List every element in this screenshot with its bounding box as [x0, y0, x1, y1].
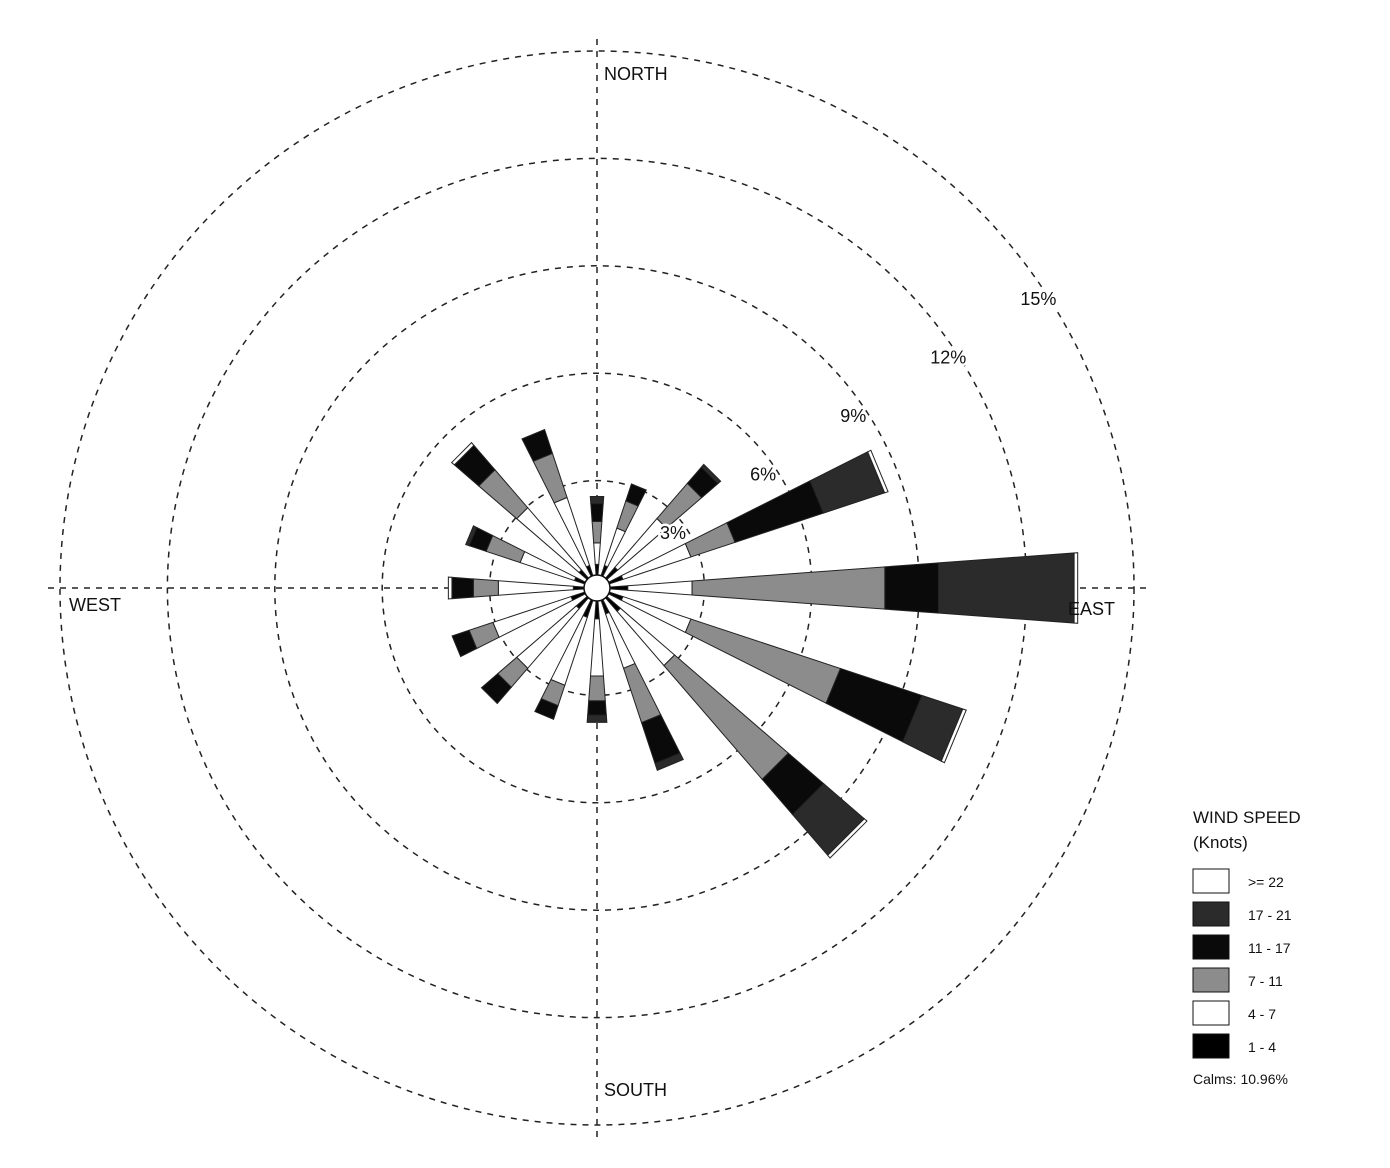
petal-wnw-bin-4: [465, 525, 478, 547]
legend-label-4-7: 4 - 7: [1248, 1006, 1276, 1022]
ring-label-6: 6%: [750, 464, 776, 484]
petal-s-bin-0: [594, 600, 600, 620]
petal-nnw-bin-2: [532, 452, 568, 504]
legend-subtitle: (Knots): [1193, 833, 1248, 852]
petal-nw-bin-5: [450, 441, 475, 466]
legend-swatch-11-17: [1192, 934, 1230, 960]
petal-n-bin-3: [590, 503, 604, 522]
petal-ssw-bin-3: [534, 698, 559, 720]
petal-n-bin-4: [589, 495, 605, 505]
calms-label: Calms: 10.96%: [1193, 1071, 1288, 1087]
petal-wnw-bin-0: [573, 576, 587, 585]
legend-swatch-17-21: [1192, 901, 1230, 927]
petal-ene-bin-3: [726, 480, 825, 543]
petal-e-bin-0: [609, 585, 629, 591]
legend-label-11-17: 11 - 17: [1248, 940, 1291, 956]
legend-swatch-7-11: [1192, 967, 1230, 993]
petal-e-bin-3: [884, 562, 939, 614]
legend-swatch-4-7: [1192, 1000, 1230, 1026]
petal-w-bin-0: [572, 585, 585, 591]
petal-n-bin-0: [594, 563, 600, 576]
petal-ne-bin-0: [604, 566, 619, 581]
petal-s-bin-3: [587, 700, 607, 716]
wind-rose-petals: [447, 428, 1079, 859]
petal-nnw-bin-1: [553, 496, 591, 568]
petal-w-bin-2: [472, 578, 499, 598]
petal-ese-bin-5: [940, 708, 967, 764]
petal-nne-bin-0: [600, 564, 609, 578]
legend-title: WIND SPEED: [1193, 808, 1301, 827]
petal-sw-bin-0: [575, 595, 590, 610]
petal-ene-bin-0: [607, 575, 624, 585]
petal-sse-bin-2: [622, 662, 662, 724]
petal-sse-bin-0: [600, 598, 610, 615]
petal-ese-bin-0: [607, 591, 624, 601]
legend: WIND SPEED (Knots) >= 22 17 - 21 11 - 17…: [1192, 808, 1301, 1087]
legend-label-7-11: 7 - 11: [1248, 973, 1283, 989]
petal-wsw-bin-1: [492, 595, 574, 638]
petal-wnw-bin-2: [485, 534, 526, 564]
petal-nnw-bin-3: [521, 428, 554, 462]
east-label: EAST: [1068, 599, 1115, 619]
petal-w-bin-5: [447, 576, 453, 600]
petal-s-bin-4: [586, 714, 608, 723]
petal-w-bin-3: [451, 576, 474, 600]
petal-nnw-bin-0: [585, 564, 594, 578]
ring-label-9: 9%: [840, 406, 866, 426]
legend-label-17-21: 17 - 21: [1248, 907, 1292, 923]
petal-e-bin-2: [691, 566, 886, 610]
north-label: NORTH: [604, 64, 668, 84]
petal-nne-bin-3: [625, 483, 647, 507]
legend-swatch-22plus: [1192, 868, 1230, 894]
petal-nne-bin-2: [616, 500, 639, 533]
petal-wsw-bin-3: [451, 629, 478, 658]
petal-e-bin-5: [1073, 552, 1079, 624]
petal-ne-bin-4: [700, 463, 722, 485]
petal-wsw-bin-0: [570, 591, 587, 601]
petal-w-bin-1: [497, 580, 574, 596]
ring-label-3: 3%: [660, 523, 686, 543]
south-label: SOUTH: [604, 1080, 667, 1100]
petal-ene-bin-5: [867, 449, 889, 494]
legend-label-1-4: 1 - 4: [1248, 1039, 1276, 1055]
petal-sw-bin-3: [480, 673, 512, 705]
petal-ene-bin-2: [684, 521, 736, 558]
petal-se-bin-5: [827, 818, 868, 859]
petal-e-bin-4: [937, 552, 1075, 624]
legend-label-22plus: >= 22: [1248, 874, 1284, 890]
ring-label-15: 15%: [1020, 289, 1056, 309]
petal-n-bin-1: [593, 542, 601, 565]
calm-center-circle: [583, 574, 611, 602]
petal-e-bin-1: [627, 580, 693, 596]
petal-s-bin-2: [588, 675, 606, 702]
legend-swatch-1-4: [1192, 1033, 1230, 1059]
petal-s-bin-1: [590, 618, 604, 677]
petal-sse-bin-4: [654, 752, 684, 771]
west-label: WEST: [69, 595, 121, 615]
petal-n-bin-2: [591, 520, 603, 544]
ring-label-12: 12%: [930, 347, 966, 367]
